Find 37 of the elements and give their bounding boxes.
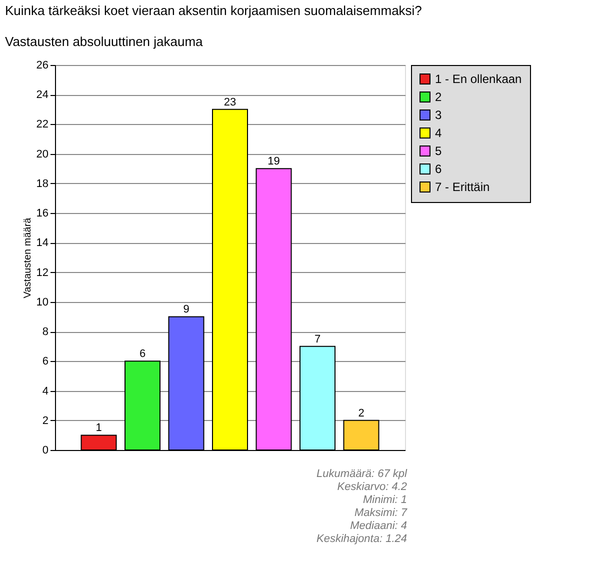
- text: Lukumäärä: 67 kpl: [316, 468, 408, 480]
- data-label: 7: [314, 333, 321, 346]
- y-tick-label: 18: [36, 178, 48, 190]
- data-label: 1: [96, 422, 102, 434]
- data-label: 23: [224, 96, 236, 108]
- chart-subtitle: Vastausten absoluuttinen jakauma: [5, 34, 204, 49]
- y-tick-label: 6: [42, 356, 48, 368]
- y-axis-title: Vastausten määrä: [22, 217, 34, 298]
- legend-label: 2: [435, 90, 442, 104]
- y-tick-label: 26: [36, 60, 48, 72]
- y-tick-label: 12: [36, 266, 48, 279]
- y-tick-label: 2: [42, 414, 48, 427]
- legend-label: 1 - En ollenkaan: [435, 72, 522, 86]
- text: Maksimi: 7: [354, 507, 408, 519]
- y-tick-label: 24: [36, 89, 48, 102]
- chart-title: Kuinka tärkeäksi koet vieraan aksentin korjaamisen suomalaisemmaksi?: [5, 3, 422, 18]
- text: Keskihajonta: 1.24: [316, 533, 407, 545]
- data-label: 2: [358, 407, 364, 420]
- y-tick-label: 22: [36, 118, 48, 131]
- y-tick-label: 20: [36, 148, 48, 160]
- data-label: 19: [268, 156, 280, 168]
- y-tick-label: 0: [42, 444, 48, 456]
- legend-label: 6: [435, 162, 442, 176]
- text: Minimi: 1: [362, 494, 407, 506]
- data-label: 6: [139, 348, 146, 360]
- y-tick-label: 4: [42, 385, 48, 398]
- legend-label: 3: [435, 108, 442, 122]
- legend-label: 4: [435, 126, 442, 140]
- y-tick-label: 14: [36, 237, 48, 250]
- y-tick-label: 10: [36, 296, 48, 308]
- y-tick-label: 16: [36, 208, 48, 220]
- legend-label: 5: [435, 144, 442, 158]
- text: Mediaani: 4: [350, 520, 407, 532]
- data-label: 9: [183, 304, 190, 316]
- y-tick-label: 8: [42, 326, 48, 338]
- legend-label: 7 - Erittäin: [435, 180, 490, 194]
- text: Keskiarvo: 4.2: [337, 481, 407, 493]
